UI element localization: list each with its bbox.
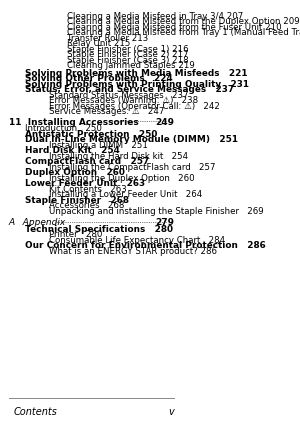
Text: Installing a DIMM   251: Installing a DIMM 251 xyxy=(49,141,148,150)
Text: Lower Feeder Unit   263: Lower Feeder Unit 263 xyxy=(25,179,145,188)
Text: Duplex Option   260: Duplex Option 260 xyxy=(25,168,125,177)
Text: Error Messages (Warning: ⚠)   238: Error Messages (Warning: ⚠) 238 xyxy=(49,96,198,105)
Text: Dual In-Line Memory Module (DIMM)   251: Dual In-Line Memory Module (DIMM) 251 xyxy=(25,135,238,144)
Text: Installing the Hard Disk kit   254: Installing the Hard Disk kit 254 xyxy=(49,151,188,160)
Text: Installing the Duplex Option   260: Installing the Duplex Option 260 xyxy=(49,173,195,182)
Text: Printer   280: Printer 280 xyxy=(49,230,103,239)
Text: Installing a Lower Feeder Unit   264: Installing a Lower Feeder Unit 264 xyxy=(49,190,202,199)
Text: A   Appendix: A Appendix xyxy=(9,218,66,227)
Text: Staple Finisher (Case 2) 217: Staple Finisher (Case 2) 217 xyxy=(67,50,189,59)
Text: Clearing a Media Misfeed from the Fuser Unit 210: Clearing a Media Misfeed from the Fuser … xyxy=(67,23,282,32)
Text: What is an ENERGY STAR product? 286: What is an ENERGY STAR product? 286 xyxy=(49,246,217,255)
Text: Status, Error, and Service Messages   237: Status, Error, and Service Messages 237 xyxy=(25,85,234,94)
Text: Technical Specifications   280: Technical Specifications 280 xyxy=(25,224,173,233)
Text: Solving Problems with Printing Quality   231: Solving Problems with Printing Quality 2… xyxy=(25,79,249,89)
Text: Unpacking and installing the Staple Finisher   269: Unpacking and installing the Staple Fini… xyxy=(49,206,264,216)
Text: v: v xyxy=(169,406,174,416)
Text: Clearing a Media Misfeed in Tray 3/4 207: Clearing a Media Misfeed in Tray 3/4 207 xyxy=(67,12,243,21)
Text: Solving Other Problems   224: Solving Other Problems 224 xyxy=(25,74,172,83)
Text: Staple Finisher (Case 3) 218: Staple Finisher (Case 3) 218 xyxy=(67,56,189,65)
Text: Clearing a Media Misfeed from Tray 1 (Manual Feed Tray) and: Clearing a Media Misfeed from Tray 1 (Ma… xyxy=(67,28,300,37)
Text: Introduction   250: Introduction 250 xyxy=(25,124,102,133)
Text: Staple Finisher   268: Staple Finisher 268 xyxy=(25,196,129,204)
Text: Hard Disk Kit   254: Hard Disk Kit 254 xyxy=(25,146,120,155)
Text: CompactFlash card   257: CompactFlash card 257 xyxy=(25,157,149,166)
Text: Our Concern for Environmental Protection   286: Our Concern for Environmental Protection… xyxy=(25,241,266,250)
Text: Kit Contents   263: Kit Contents 263 xyxy=(49,184,127,193)
Text: 249: 249 xyxy=(155,118,174,127)
Text: Antistatic Protection   250: Antistatic Protection 250 xyxy=(25,130,157,138)
Text: Accessories   268: Accessories 268 xyxy=(49,201,124,210)
Text: Relay Unit 215: Relay Unit 215 xyxy=(67,39,130,48)
Text: 11  Installing Accessories: 11 Installing Accessories xyxy=(9,118,138,127)
Text: Staple Finisher (Case 1) 216: Staple Finisher (Case 1) 216 xyxy=(67,45,189,54)
Text: Contents: Contents xyxy=(14,406,58,416)
Text: Clearing a Media Misfeed from the Duplex Option 209: Clearing a Media Misfeed from the Duplex… xyxy=(67,17,300,26)
Text: Standard Status Messages   237: Standard Status Messages 237 xyxy=(49,90,189,99)
Text: Consumable Life Expectancy Chart   284: Consumable Life Expectancy Chart 284 xyxy=(49,235,225,244)
Text: Transfer Roller 213: Transfer Roller 213 xyxy=(67,34,148,43)
Text: Installing the CompactFlash card   257: Installing the CompactFlash card 257 xyxy=(49,162,216,171)
Text: Error Messages (Operator Call: ⚠)   242: Error Messages (Operator Call: ⚠) 242 xyxy=(49,101,220,110)
Text: 279: 279 xyxy=(155,218,174,227)
Text: Solving Problems with Media Misfeeds   221: Solving Problems with Media Misfeeds 221 xyxy=(25,69,247,78)
Text: Clearing Jammed Staples 219: Clearing Jammed Staples 219 xyxy=(67,61,195,70)
Text: Service Messages: ⚠   247: Service Messages: ⚠ 247 xyxy=(49,107,164,116)
